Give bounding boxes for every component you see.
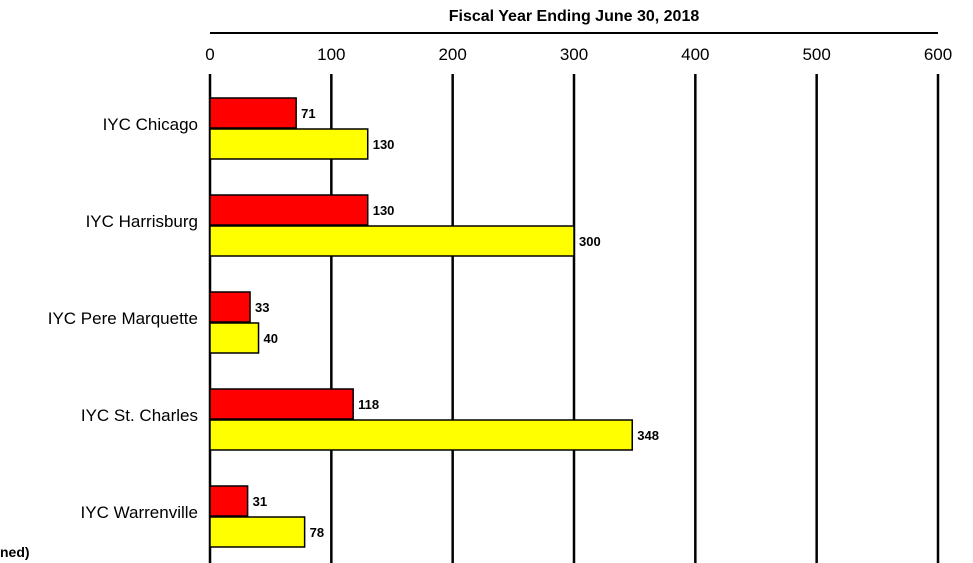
bar	[209, 419, 633, 451]
bar	[209, 128, 369, 160]
bar	[209, 485, 249, 517]
category-labels: IYC Chicago IYC Harrisburg IYC Pere Marque…	[48, 115, 198, 522]
category-label: IYC St. Charles	[81, 406, 198, 425]
x-tick-label: 300	[560, 45, 588, 64]
data-label: 71	[301, 106, 315, 121]
data-label: 33	[255, 300, 269, 315]
data-label: 40	[264, 331, 278, 346]
category-label: IYC Harrisburg	[86, 212, 198, 231]
bar	[209, 388, 354, 420]
x-tick-label: 200	[438, 45, 466, 64]
data-label: 78	[310, 525, 324, 540]
bar	[209, 194, 369, 226]
bar	[209, 291, 251, 323]
chart-title: Fiscal Year Ending June 30, 2018	[449, 8, 700, 25]
bar	[209, 97, 297, 129]
data-label: 130	[373, 203, 395, 218]
bars: 71 130 130 300 33 40 118 348 31 78	[209, 97, 659, 548]
data-label: 348	[637, 428, 659, 443]
category-label: IYC Chicago	[103, 115, 198, 134]
category-label: IYC Warrenville	[81, 503, 198, 522]
data-label: 31	[253, 494, 267, 509]
grid	[208, 32, 940, 563]
data-label: 300	[579, 234, 601, 249]
bar	[209, 322, 260, 354]
data-label: 118	[358, 397, 379, 412]
bar	[209, 225, 575, 257]
data-label: 130	[373, 137, 395, 152]
x-axis-ticks: 0 100 200 300 400 500 600	[205, 45, 952, 64]
x-tick-label: 600	[924, 45, 952, 64]
bar	[209, 516, 306, 548]
x-tick-label: 0	[205, 45, 214, 64]
category-label: IYC Pere Marquette	[48, 309, 198, 328]
x-tick-label: 100	[317, 45, 345, 64]
footnote-fragment: ned)	[0, 544, 30, 560]
x-tick-label: 500	[802, 45, 830, 64]
x-tick-label: 400	[681, 45, 709, 64]
